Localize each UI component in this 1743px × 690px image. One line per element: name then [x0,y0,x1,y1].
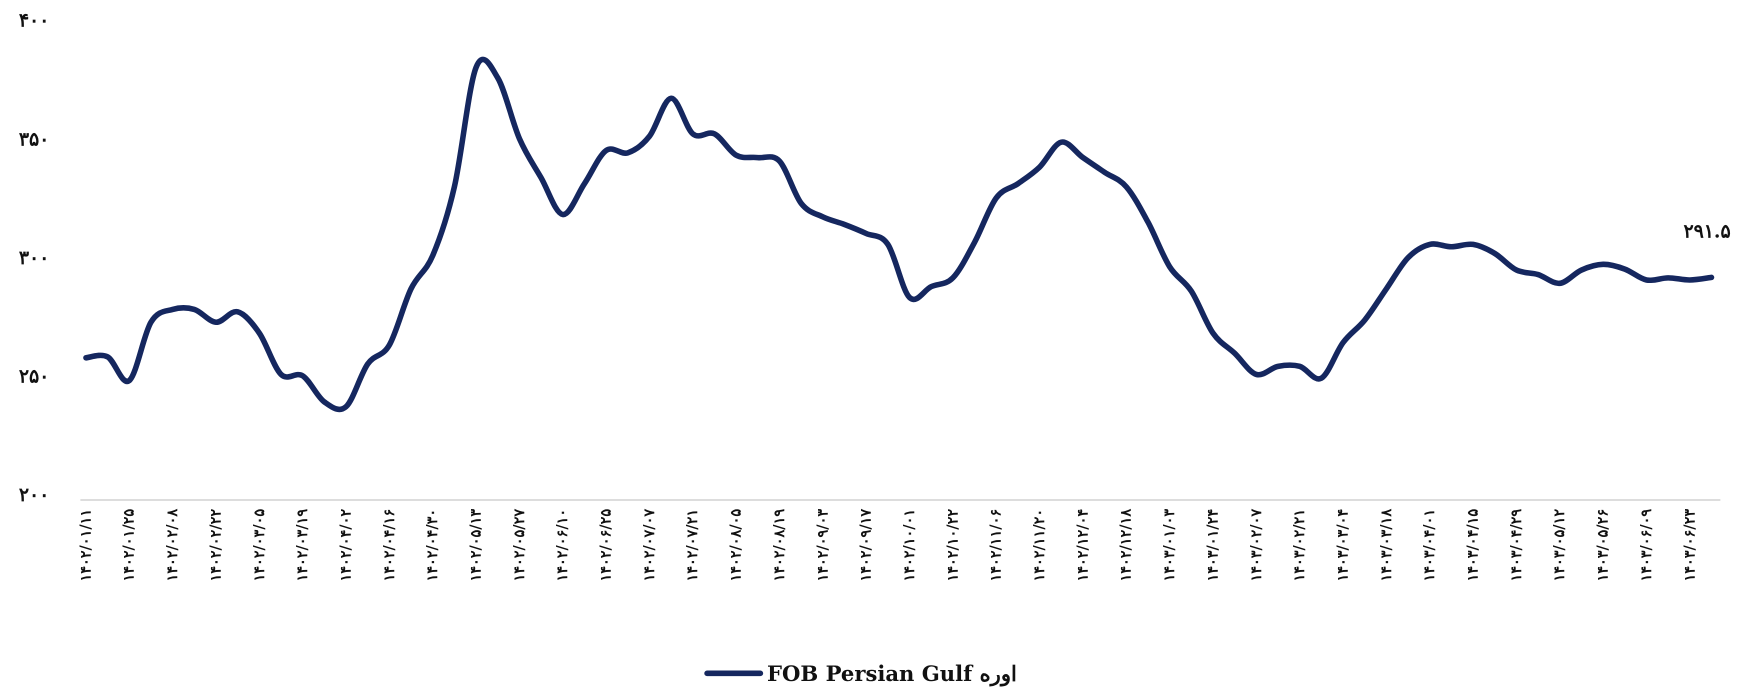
x-tick-label: ۱۴۰۲/۱۱/۲۰ [1031,509,1048,582]
x-tick-label: ۱۴۰۲/۰۲/۲۲ [207,509,224,582]
x-tick-label: ۱۴۰۳/۰۶/۰۹ [1638,509,1655,582]
x-tick-label: ۱۴۰۳/۰۳/۱۸ [1378,509,1395,582]
x-tick-label: ۱۴۰۲/۰۲/۰۸ [164,509,181,582]
x-tick-label: ۱۴۰۲/۱۱/۰۶ [988,509,1005,582]
y-tick-label: ۲۰۰ [19,484,49,506]
y-tick-label: ۳۰۰ [19,247,49,269]
y-tick-label: ۲۵۰ [19,366,49,388]
x-tick-label: ۱۴۰۲/۱۲/۰۴ [1074,509,1091,582]
x-tick-label: ۱۴۰۳/۰۴/۰۱ [1421,509,1438,582]
x-tick-label: ۱۴۰۲/۰۹/۱۷ [858,509,875,582]
x-tick-label: ۱۴۰۲/۰۶/۱۰ [554,509,571,582]
x-tick-label: ۱۴۰۳/۰۳/۰۴ [1334,509,1351,582]
x-tick-label: ۱۴۰۲/۰۵/۲۷ [511,509,528,582]
x-tick-label: ۱۴۰۳/۰۵/۱۲ [1551,509,1568,582]
x-tick-label: ۱۴۰۲/۰۹/۰۳ [814,509,831,582]
x-tick-label: ۱۴۰۲/۰۷/۲۱ [684,509,701,582]
x-tick-label: ۱۴۰۲/۰۴/۰۲ [337,509,354,582]
data-label: ۲۹۱.۵ [1683,220,1730,242]
x-tick-label: ۱۴۰۲/۰۵/۱۳ [468,509,485,582]
x-tick-label: ۱۴۰۲/۰۶/۲۵ [598,509,615,582]
legend-label: FOB Persian Gulf اوره [767,661,1017,687]
x-tick-label: ۱۴۰۲/۰۳/۱۹ [294,509,311,582]
x-tick-label: ۱۴۰۲/۰۱/۲۵ [121,509,138,582]
x-tick-label: ۱۴۰۲/۰۸/۱۹ [771,509,788,582]
x-tick-label: ۱۴۰۲/۰۴/۳۰ [424,509,441,582]
x-tick-label: ۱۴۰۳/۰۱/۲۴ [1204,509,1221,582]
x-tick-label: ۱۴۰۳/۰۲/۲۱ [1291,509,1308,582]
y-tick-label: ۳۵۰ [19,128,49,150]
x-tick-label: ۱۴۰۳/۰۴/۱۵ [1465,509,1482,582]
x-tick-label: ۱۴۰۲/۱۲/۱۸ [1118,509,1135,582]
x-tick-label: ۱۴۰۲/۱۰/۰۱ [901,509,918,582]
x-tick-label: ۱۴۰۳/۰۲/۰۷ [1248,509,1265,582]
x-tick-label: ۱۴۰۲/۰۳/۰۵ [251,509,268,582]
x-tick-label: ۱۴۰۳/۰۴/۲۹ [1508,509,1525,582]
x-tick-label: ۱۴۰۲/۰۸/۰۵ [728,509,745,582]
x-tick-label: ۱۴۰۲/۰۷/۰۷ [641,509,658,582]
x-tick-label: ۱۴۰۳/۰۵/۲۶ [1595,509,1612,582]
y-tick-label: ۴۰۰ [19,10,49,32]
x-tick-label: ۱۴۰۲/۰۴/۱۶ [381,509,398,582]
x-tick-label: ۱۴۰۲/۰۱/۱۱ [77,509,94,582]
legend: FOB Persian Gulf اوره [704,661,1017,687]
x-tick-label: ۱۴۰۳/۰۶/۲۳ [1681,509,1698,582]
x-tick-label: ۱۴۰۲/۱۰/۲۲ [944,509,961,582]
x-tick-label: ۱۴۰۳/۰۱/۰۳ [1161,509,1178,582]
series-line [83,56,1715,413]
